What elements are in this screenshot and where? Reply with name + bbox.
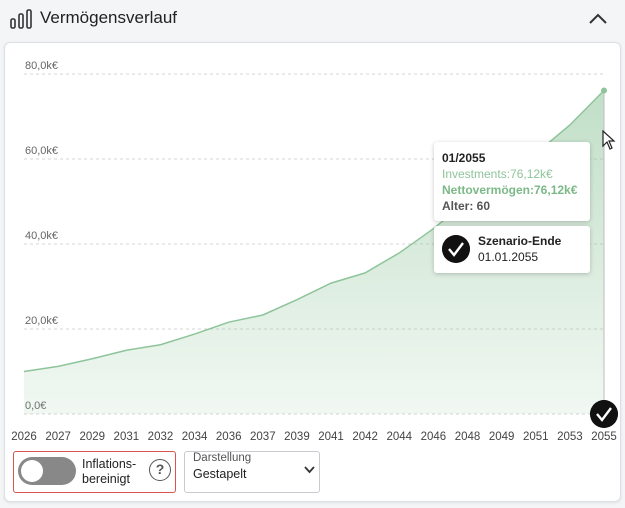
x-tick-label: 2026 — [11, 431, 37, 443]
inflation-label: Inflations- bereinigt — [82, 457, 146, 487]
x-tick-label: 2029 — [79, 431, 105, 443]
x-tick-label: 2051 — [523, 431, 549, 443]
display-select-value: Gestapelt — [193, 467, 247, 481]
x-tick-label: 2031 — [114, 431, 140, 443]
inflation-label-line2: bereinigt — [82, 472, 130, 486]
x-tick-label: 2055 — [591, 431, 617, 443]
x-tick-label: 2037 — [250, 431, 276, 443]
x-tick-label: 2041 — [318, 431, 344, 443]
x-tick-label: 2039 — [284, 431, 310, 443]
chevron-up-icon[interactable] — [588, 10, 608, 26]
x-tick-label: 2046 — [421, 431, 447, 443]
chevron-down-icon — [304, 466, 315, 474]
mouse-cursor-icon — [602, 130, 616, 150]
tooltip-age: Alter: 60 — [442, 199, 491, 213]
tooltip-investments: Investments:76,12k€ — [442, 167, 553, 181]
x-tick-label: 2048 — [455, 431, 481, 443]
display-select-label: Darstellung — [193, 452, 252, 464]
scenario-end-box: Szenario-Ende 01.01.2055 — [434, 226, 590, 273]
y-tick-label: 20,0k€ — [25, 315, 58, 327]
y-tick-label: 80,0k€ — [25, 60, 58, 72]
data-point — [601, 87, 607, 94]
chart-card: 80,0k€60,0k€40,0k€20,0k€0,0€202620272029… — [4, 42, 621, 502]
inflation-toggle-group: Inflations- bereinigt ? — [13, 451, 176, 493]
scenario-end-date: 01.01.2055 — [478, 250, 539, 264]
x-tick-label: 2044 — [386, 431, 412, 443]
toggle-knob — [21, 460, 43, 482]
scenario-end-title: Szenario-Ende — [478, 234, 562, 248]
section-title: Vermögensverlauf — [40, 8, 178, 27]
y-tick-label: 40,0k€ — [25, 230, 58, 242]
x-tick-label: 2032 — [148, 431, 174, 443]
check-circle-icon — [442, 235, 470, 263]
display-select[interactable]: Darstellung Gestapelt — [184, 451, 320, 493]
x-tick-label: 2053 — [557, 431, 583, 443]
inflation-label-line1: Inflations- — [82, 457, 137, 471]
x-tick-label: 2034 — [182, 431, 208, 443]
x-tick-label: 2036 — [216, 431, 242, 443]
chart-tooltip: 01/2055 Investments:76,12k€ Nettovermöge… — [434, 142, 590, 221]
bar-chart-icon — [10, 9, 32, 29]
scenario-end-marker-icon[interactable] — [590, 400, 618, 428]
x-tick-label: 2042 — [352, 431, 378, 443]
series-area — [24, 90, 604, 415]
x-tick-label: 2027 — [45, 431, 71, 443]
section-header: Vermögensverlauf — [0, 0, 625, 40]
tooltip-net-worth: Nettovermögen:76,12k€ — [442, 183, 578, 197]
tooltip-date: 01/2055 — [442, 151, 486, 165]
x-tick-label: 2049 — [489, 431, 515, 443]
inflation-toggle[interactable] — [18, 457, 76, 485]
y-tick-label: 60,0k€ — [25, 145, 58, 157]
help-icon[interactable]: ? — [149, 459, 171, 481]
